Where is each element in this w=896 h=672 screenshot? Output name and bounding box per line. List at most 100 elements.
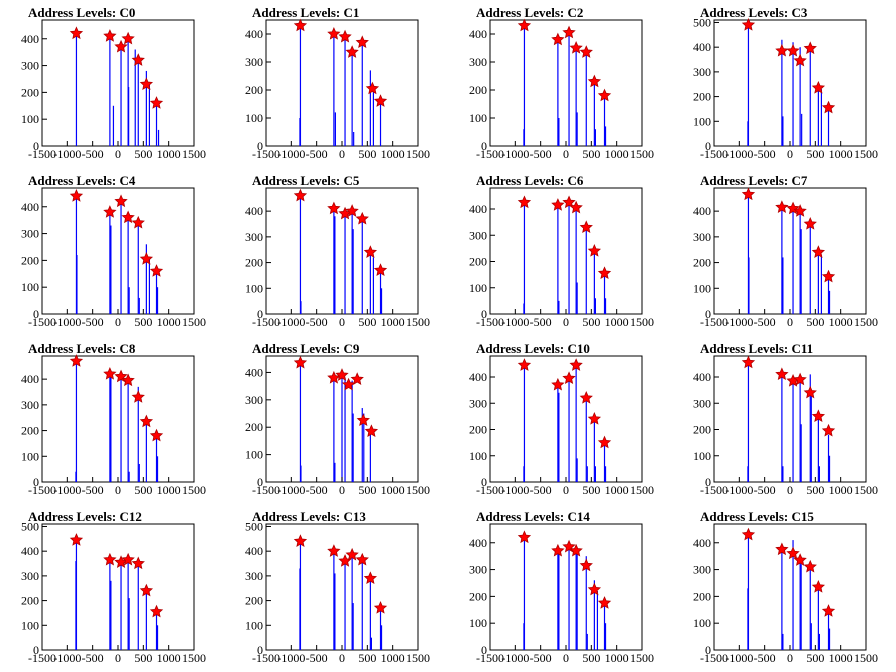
x-tick-label: 500: [134, 483, 152, 497]
peak-marker: [121, 210, 135, 224]
peak-marker: [587, 244, 602, 257]
y-tick-label: 200: [21, 85, 39, 99]
y-tick-label: 400: [693, 40, 711, 54]
x-tick-label: 500: [358, 483, 376, 497]
chart-plot: 0 100 200 300 400 -1500-1000 -500 0 500 1000 1500: [21, 354, 206, 497]
x-tick-label: 500: [358, 315, 376, 329]
x-tick-label: 500: [806, 147, 824, 161]
x-tick-label: 1500: [854, 483, 878, 497]
x-tick-label: -500: [82, 315, 104, 329]
y-tick-label: 400: [245, 204, 263, 218]
chart-panel: Address Levels: C4 0 100 200 300 400 -1500 -100…: [0, 168, 224, 336]
peak-marker: [327, 370, 341, 384]
peak-marker: [551, 198, 565, 211]
y-tick-label: 100: [245, 281, 263, 295]
chart-title: Address Levels: C15: [700, 509, 814, 524]
y-tick-label: 100: [21, 112, 39, 126]
y-tick-label: 0: [705, 139, 711, 153]
peak-marker: [363, 571, 378, 585]
peak-marker: [597, 596, 612, 609]
y-tick-label: 400: [469, 536, 487, 550]
x-tick-label: 1000: [605, 147, 629, 161]
peak-marker: [69, 189, 84, 202]
x-tick-label: -1500: [252, 651, 280, 665]
plot-frame: [489, 355, 643, 483]
x-tick-label: -1000: [53, 483, 81, 497]
x-tick-label: 1000: [605, 315, 629, 329]
chart-plot: 0 100 200 300 400 -1500-1000 -500 0 500 1000 1500: [245, 18, 430, 161]
y-tick-label: 300: [21, 59, 39, 73]
peak-marker: [103, 367, 117, 380]
x-tick-label: -1000: [277, 147, 305, 161]
x-tick-label: 1000: [829, 651, 853, 665]
peak-marker: [293, 18, 308, 32]
y-tick-label: 200: [469, 83, 487, 97]
chart-title: Address Levels: C8: [28, 341, 136, 356]
y-tick-label: 0: [705, 307, 711, 321]
plot-frame: [41, 187, 195, 315]
y-tick-label: 300: [469, 55, 487, 69]
peak-marker: [579, 558, 593, 572]
x-tick-label: -500: [530, 315, 552, 329]
chart-panel: Address Levels: C13 0 100 200 300 400 500 -1500…: [224, 504, 448, 672]
x-tick-label: 1000: [605, 483, 629, 497]
y-tick-label: 400: [245, 27, 263, 41]
y-tick-label: 100: [245, 111, 263, 125]
x-tick-label: 1500: [630, 651, 654, 665]
x-tick-label: 1500: [630, 483, 654, 497]
peak-marker: [355, 552, 369, 566]
chart-plot: 0 100 200 300 400 -1500-1000 -500 0 500 1000 1500: [245, 187, 430, 329]
peak-marker: [131, 53, 145, 66]
peak-marker: [338, 29, 352, 43]
y-tick-label: 200: [21, 424, 39, 438]
chart-panel: Address Levels: C8 0 100 200 300 400 -1500 -100…: [0, 336, 224, 504]
x-tick-label: -500: [754, 147, 776, 161]
peak-marker: [355, 211, 369, 225]
y-tick-label: 200: [245, 256, 263, 270]
peak-marker: [579, 220, 593, 234]
x-tick-label: 1000: [829, 483, 853, 497]
y-tick-label: 400: [245, 544, 263, 558]
peak-marker: [803, 385, 817, 399]
x-tick-label: 500: [806, 651, 824, 665]
x-tick-label: 1000: [381, 483, 405, 497]
chart-panel: Address Levels: C0 0 100 200 300 400 -1500 -100…: [0, 0, 224, 168]
x-tick-label: 500: [582, 315, 600, 329]
x-tick-label: 0: [563, 483, 569, 497]
x-tick-label: -1000: [501, 147, 529, 161]
x-tick-label: -1000: [725, 483, 753, 497]
chart-panel: Address Levels: C9 0 100 200 300 400 -1500 -100…: [224, 336, 448, 504]
peak-marker: [569, 543, 583, 557]
chart-title: Address Levels: C9: [252, 341, 360, 356]
peak-marker: [139, 414, 154, 428]
peak-marker: [811, 409, 826, 423]
peak-marker: [327, 201, 341, 215]
peak-marker: [345, 547, 359, 561]
chart-title: Address Levels: C2: [476, 5, 584, 20]
x-tick-label: 500: [134, 147, 152, 161]
y-tick-label: 300: [469, 228, 487, 242]
peak-marker: [139, 583, 154, 597]
peak-marker: [597, 266, 612, 279]
chart-title: Address Levels: C10: [476, 341, 590, 356]
chart-plot: 0 100 200 300 400 -1500-1000 -500 0 500 1000 1500: [469, 355, 654, 497]
chart-panel: Address Levels: C11 0 100 200 300 400 -1500 -10…: [672, 336, 896, 504]
peak-marker: [821, 423, 836, 437]
peak-marker: [345, 204, 359, 217]
x-tick-label: -500: [306, 483, 328, 497]
peak-marker: [597, 435, 612, 449]
peak-marker: [579, 45, 593, 58]
peak-marker: [811, 245, 826, 258]
y-tick-label: 100: [245, 448, 263, 462]
x-tick-label: 1500: [182, 147, 206, 161]
y-tick-label: 400: [469, 202, 487, 216]
plot-frame: [489, 523, 643, 651]
x-tick-label: -1500: [252, 483, 280, 497]
x-tick-label: -500: [82, 483, 104, 497]
peak-marker: [517, 195, 532, 209]
x-tick-label: -1500: [700, 315, 728, 329]
peak-marker: [355, 35, 369, 49]
peak-marker: [551, 377, 565, 391]
chart-plot: 0 100 200 300 400 -1500-1000 -500 0 500 1000 1500: [21, 187, 206, 329]
peak-marker: [114, 39, 128, 53]
